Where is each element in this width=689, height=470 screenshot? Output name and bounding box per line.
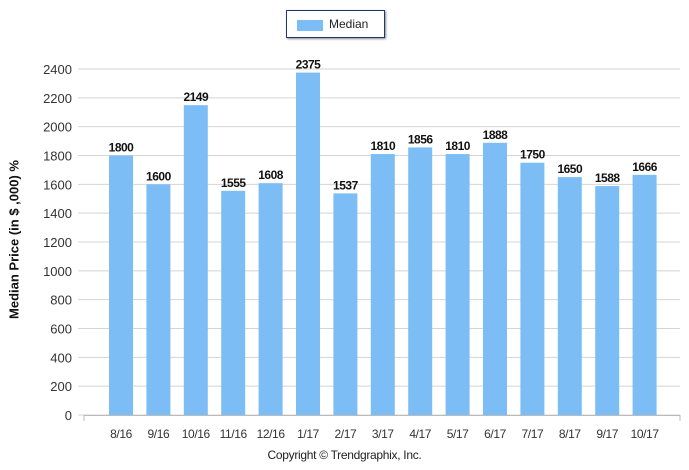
data-label: 1608 bbox=[258, 168, 284, 182]
data-label: 1650 bbox=[557, 162, 583, 176]
data-label: 1750 bbox=[520, 148, 546, 162]
data-label: 1600 bbox=[146, 169, 172, 183]
bar-6/17 bbox=[483, 142, 507, 415]
legend: Median bbox=[286, 10, 385, 38]
bar-2/17 bbox=[333, 193, 358, 415]
y-tick-label: 1800 bbox=[43, 149, 72, 164]
x-tick-label: 1/17 bbox=[297, 427, 319, 441]
x-tick-label: 11/16 bbox=[220, 427, 248, 441]
y-tick-label: 1400 bbox=[43, 206, 72, 221]
bar-9/16 bbox=[146, 184, 171, 415]
data-label: 1666 bbox=[632, 160, 658, 174]
bar-4/17 bbox=[408, 147, 433, 415]
y-tick-label: 800 bbox=[50, 293, 72, 308]
bar-8/16 bbox=[109, 155, 133, 415]
x-tick-label: 8/16 bbox=[110, 427, 132, 441]
bar-7/17 bbox=[520, 162, 545, 415]
y-axis-label: Median Price (in $ ,000) % bbox=[6, 160, 22, 319]
data-label: 2375 bbox=[296, 58, 322, 72]
x-tick-label: 2/17 bbox=[335, 427, 357, 441]
x-tick-label: 9/16 bbox=[148, 427, 170, 441]
x-tick-label: 3/17 bbox=[372, 427, 394, 441]
x-tick-label: 12/16 bbox=[257, 427, 286, 441]
data-label: 1588 bbox=[595, 171, 621, 185]
y-tick-label: 2200 bbox=[43, 91, 72, 106]
bar-5/17 bbox=[445, 154, 470, 415]
data-label: 1810 bbox=[370, 139, 396, 153]
y-tick-label: 0 bbox=[65, 408, 72, 423]
data-label: 2149 bbox=[183, 90, 209, 104]
y-tick-label: 1000 bbox=[43, 264, 72, 279]
legend-swatch-median bbox=[297, 20, 323, 31]
data-label: 1555 bbox=[221, 176, 247, 190]
y-tick-label: 1200 bbox=[43, 235, 72, 250]
bar-10/16 bbox=[183, 105, 208, 415]
data-label: 1810 bbox=[445, 139, 471, 153]
legend-label-median: Median bbox=[329, 17, 369, 31]
y-tick-label: 2000 bbox=[43, 120, 72, 135]
x-tick-label: 10/17 bbox=[631, 427, 660, 441]
bar-3/17 bbox=[370, 154, 395, 415]
data-label: 1856 bbox=[408, 132, 434, 146]
y-tick-label: 400 bbox=[50, 350, 72, 365]
y-tick-label: 1600 bbox=[43, 177, 72, 192]
x-tick-label: 4/17 bbox=[409, 427, 431, 441]
bar-11/16 bbox=[221, 190, 246, 415]
y-tick-label: 2400 bbox=[43, 62, 72, 77]
data-label: 1537 bbox=[333, 178, 359, 192]
data-label: 1888 bbox=[483, 128, 509, 142]
data-label: 1800 bbox=[109, 141, 135, 155]
y-tick-label: 200 bbox=[50, 379, 72, 394]
copyright-text: Copyright © Trendgraphix, Inc. bbox=[267, 448, 422, 462]
x-tick-label: 10/16 bbox=[182, 427, 211, 441]
x-tick-label: 8/17 bbox=[559, 427, 581, 441]
bar-1/17 bbox=[296, 72, 320, 416]
x-tick-label: 9/17 bbox=[596, 427, 618, 441]
x-tick-label: 6/17 bbox=[484, 427, 506, 441]
bar-12/16 bbox=[258, 183, 283, 415]
x-tick-label: 5/17 bbox=[447, 427, 469, 441]
bar-10/17 bbox=[632, 174, 657, 415]
bar-8/17 bbox=[557, 177, 582, 415]
bar-9/17 bbox=[595, 186, 620, 415]
y-tick-label: 600 bbox=[50, 322, 72, 337]
x-tick-label: 7/17 bbox=[522, 427, 544, 441]
